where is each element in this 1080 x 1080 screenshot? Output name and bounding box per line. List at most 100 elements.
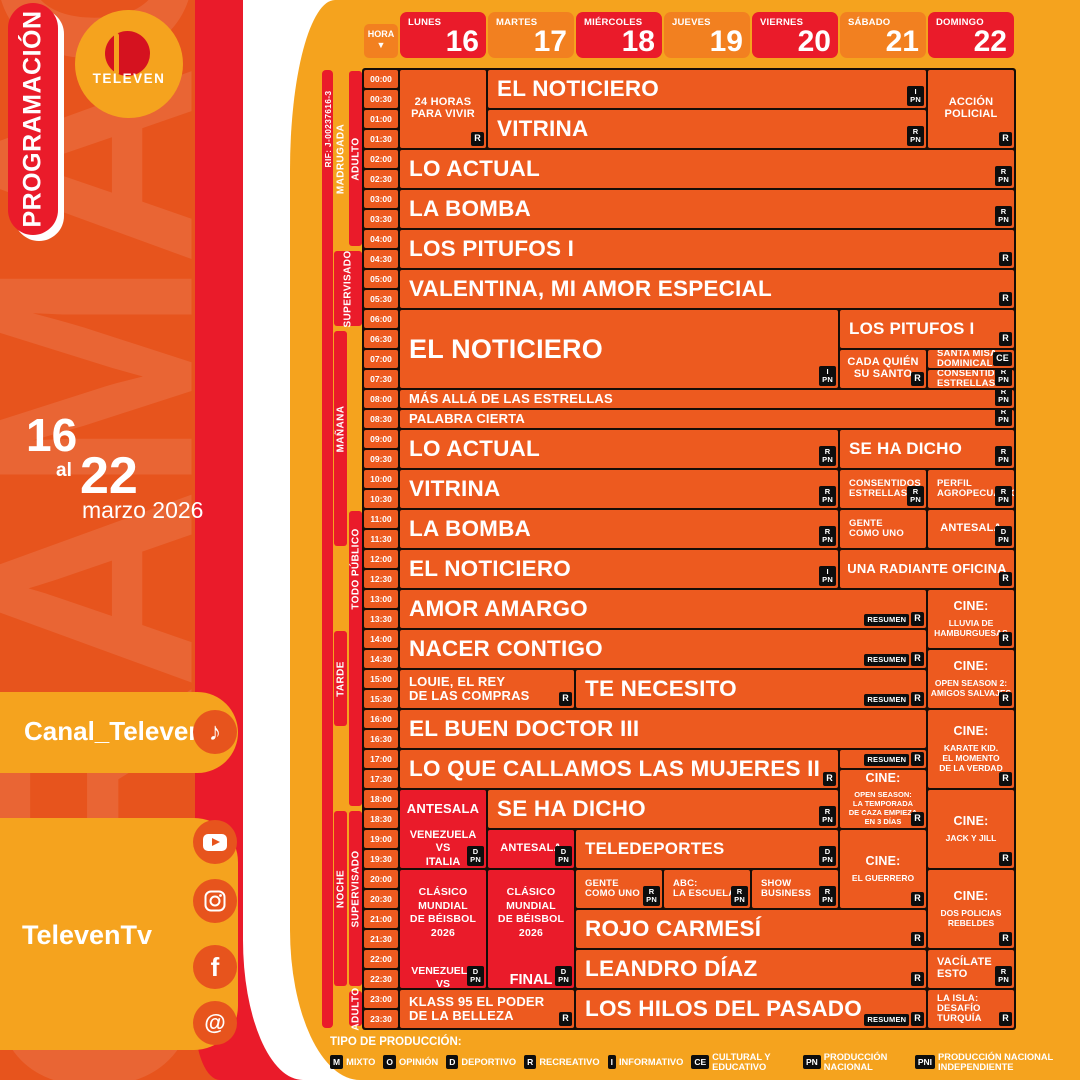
televen-logo-text: TELEVEN [92, 71, 166, 86]
legend-items: M MIXTO O OPINIÓN D DEPORTIVO R RECREATIVO I INFO… [330, 1052, 1080, 1072]
program-title: LO ACTUAL [409, 436, 540, 462]
facebook-icon[interactable]: f [193, 945, 237, 989]
gutter-adulto: ADULTO [349, 71, 362, 246]
production-badges: RESUMEN R [864, 612, 924, 626]
schedule-grid: 00:00 00:30 01:00 01:30 02:00 02:30 03:00 03:30… [362, 68, 1016, 1030]
time-cell: 00:30 [364, 90, 398, 108]
hora-label: HORA [367, 29, 395, 39]
program-cell: LA ISLA: DESAFÍO TURQUÍA R [928, 990, 1014, 1028]
hora-down-arrow-icon: ▼ [376, 40, 386, 50]
program-title: AMOR AMARGO [409, 596, 588, 622]
gutter-label: ADULTO [350, 986, 361, 1031]
day-name: VIERNES [760, 17, 804, 28]
production-badges: R PN [995, 205, 1012, 226]
production-badge-resumen: RESUMEN [864, 653, 910, 666]
production-badges: D PN [995, 525, 1012, 546]
program-title: KLASS 95 EL PODER DE LA BELLEZA [409, 994, 545, 1023]
youtube-icon[interactable] [193, 820, 237, 864]
time-cell: 19:00 [364, 830, 398, 848]
program-title: MÁS ALLÁ DE LAS ESTRELLAS [409, 391, 613, 407]
legend-label: PRODUCCIÓN NACIONAL [823, 1052, 888, 1072]
production-badge-r: R [999, 932, 1012, 946]
hora-header: HORA ▼ [364, 24, 398, 58]
program-cell: ANTESALA D PN [488, 830, 574, 868]
program-subtitle: JACK Y JILL [945, 832, 997, 843]
day-name: JUEVES [672, 17, 711, 28]
program-cell: CINE: JACK Y JILL R [928, 790, 1014, 868]
program-cell: LA BOMBA R PN [400, 510, 838, 548]
program-cell: CONSENTIDOS ESTRELLAS R PN [840, 470, 926, 508]
social-pill-tiktok[interactable]: Canal_Televen [0, 692, 238, 773]
program-cell: ANTESALA VENEZUELA VS ITALIA D PN [400, 790, 486, 868]
program-subtitle: DOS POLICIAS REBELDES [940, 907, 1002, 929]
day-header-lunes: LUNES 16 [400, 12, 486, 58]
legend-label: OPINIÓN [399, 1057, 439, 1067]
legend-item-i: I INFORMATIVO [607, 1055, 683, 1069]
time-cell: 23:30 [364, 1010, 398, 1028]
gutter-spacer [349, 331, 362, 506]
program-subtitle: LLUVIA DE HAMBURGUESAS [934, 617, 1008, 639]
rif-label: RIF: J-00237616-3 [322, 90, 333, 168]
day-number: 21 [885, 25, 919, 58]
program-cell: VITRINA R PN [488, 110, 926, 148]
legend-item-m: M MIXTO [330, 1055, 375, 1069]
time-cell: 22:30 [364, 970, 398, 988]
gutter-supervisado: SUPERVISADO [349, 811, 362, 986]
date-from: 16 [26, 409, 78, 461]
program-title: UNA RADIANTE OFICINA [847, 561, 1007, 577]
televentv-handle: TelevenTv [22, 920, 153, 950]
time-cell: 21:00 [364, 910, 398, 928]
production-badge-r-pn: R PN [995, 485, 1012, 506]
program-title: CINE: [953, 658, 989, 673]
time-cell: 08:00 [364, 390, 398, 408]
program-cell: RESUMEN R [840, 750, 926, 768]
time-cell: 01:30 [364, 130, 398, 148]
production-badge-r: R [559, 692, 572, 706]
production-badges: D PN [555, 965, 572, 986]
program-cell: ACCIÓN POLICIAL R [928, 70, 1014, 148]
program-title: 24 HORAS PARA VIVIR [411, 96, 475, 120]
program-title: ANTESALA [406, 801, 480, 816]
production-badge-r: R [911, 1012, 924, 1026]
gutter-label: TARDE [335, 660, 346, 697]
production-badges: R PN [731, 885, 748, 906]
production-badges: R PN [995, 965, 1012, 986]
production-badges: R [911, 932, 924, 946]
production-badge-r-pn: R PN [643, 885, 660, 906]
program-cell: VALENTINA, MI AMOR ESPECIAL R [400, 270, 1014, 308]
time-cell: 02:30 [364, 170, 398, 188]
time-cell: 06:30 [364, 330, 398, 348]
program-title: EL BUEN DOCTOR III [409, 716, 640, 742]
program-title: LO QUE CALLAMOS LAS MUJERES II [409, 756, 821, 782]
gutter-spacer [334, 991, 347, 1026]
production-badges: RESUMEN R [864, 652, 924, 666]
program-title: LOUIE, EL REY DE LAS COMPRAS [409, 674, 530, 703]
gutter-label: NOCHE [335, 869, 346, 908]
production-badge-resumen: RESUMEN [864, 753, 910, 766]
legend-code-badge: O [383, 1055, 396, 1069]
production-badges: R [911, 892, 924, 906]
time-cell: 14:30 [364, 650, 398, 668]
program-cell: LOS PITUFOS I R [840, 310, 1014, 348]
gutter-ma-ana: MAÑANA [334, 331, 347, 546]
production-badges: R [999, 132, 1012, 146]
production-badges: R [999, 852, 1012, 866]
tiktok-icon[interactable]: ♪ [193, 710, 237, 754]
production-badge-resumen: RESUMEN [864, 613, 910, 626]
time-cell: 07:30 [364, 370, 398, 388]
time-cell: 02:00 [364, 150, 398, 168]
time-cell: 17:30 [364, 770, 398, 788]
program-title: CINE: [953, 598, 989, 613]
program-cell: CINE: KARATE KID. EL MOMENTO DE LA VERDAD… [928, 710, 1014, 788]
legend-title: TIPO DE PRODUCCIÓN: [330, 1036, 462, 1048]
time-cell: 03:30 [364, 210, 398, 228]
threads-icon[interactable]: @ [193, 1001, 237, 1045]
instagram-icon[interactable] [193, 879, 237, 923]
program-cell: ABC: LA ESCUELA R PN [664, 870, 750, 908]
day-name: DOMINGO [936, 17, 984, 28]
program-cell: LOS PITUFOS I R [400, 230, 1014, 268]
program-title: SE HA DICHO [849, 439, 963, 459]
production-badges: R PN [819, 525, 836, 546]
program-cell: CLÁSICO MUNDIAL DE BÉISBOL 2026 FINAL D PN [488, 870, 574, 988]
legend-code-badge: PNI [914, 1055, 936, 1069]
